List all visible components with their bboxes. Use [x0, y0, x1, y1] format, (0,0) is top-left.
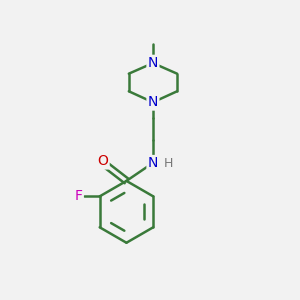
Text: N: N: [148, 56, 158, 70]
Text: F: F: [74, 189, 83, 203]
Text: O: O: [98, 154, 108, 168]
Text: N: N: [148, 95, 158, 109]
Text: N: N: [148, 156, 158, 170]
Text: H: H: [164, 157, 173, 170]
